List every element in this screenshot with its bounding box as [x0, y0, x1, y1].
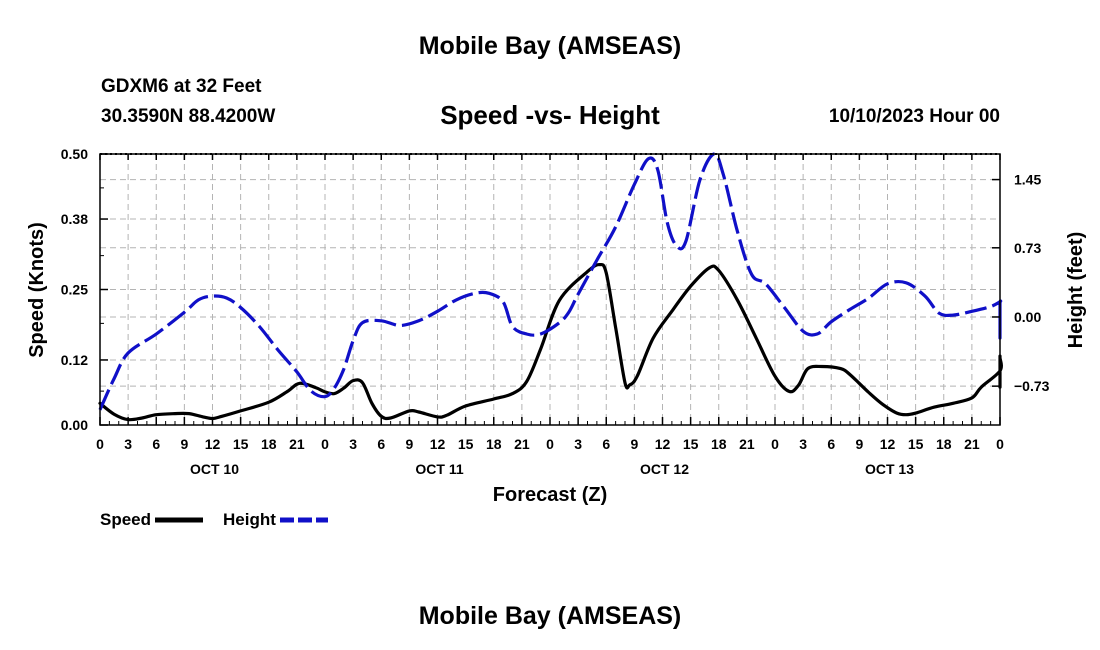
series-speed-line [98, 262, 1003, 422]
y-right-tick-label: −0.73 [1014, 378, 1050, 394]
x-tick-label: 21 [739, 436, 755, 452]
x-tick-label: 21 [289, 436, 305, 452]
x-tick-label: 3 [799, 436, 807, 452]
forecast-datetime: 10/10/2023 Hour 00 [828, 106, 1000, 127]
x-tick-label: 12 [880, 436, 896, 452]
y-left-tick-label: 0.25 [61, 282, 88, 298]
station-label: GDXM6 at 32 Feet [101, 76, 262, 97]
series-height-line [98, 152, 1003, 411]
x-tick-label: 0 [321, 436, 329, 452]
x-tick-label: 0 [996, 436, 1004, 452]
legend-height-swatch [279, 517, 328, 523]
x-tick-label: 6 [377, 436, 385, 452]
main-title: Mobile Bay (AMSEAS) [418, 32, 682, 60]
x-tick-label: 18 [261, 436, 277, 452]
x-tick-label: 9 [630, 436, 638, 452]
legend-height-label: Height [223, 510, 276, 529]
legend-speed-swatch [155, 517, 204, 523]
y-axis-left-title: Speed (Knots) [26, 222, 48, 358]
x-tick-label: 21 [964, 436, 980, 452]
x-day-label: OCT 10 [190, 461, 239, 477]
x-tick-label: 0 [771, 436, 779, 452]
x-tick-label: 0 [546, 436, 554, 452]
x-tick-label: 15 [908, 436, 924, 452]
x-tick-label: 9 [180, 436, 188, 452]
x-tick-label: 12 [655, 436, 671, 452]
x-tick-label: 3 [349, 436, 357, 452]
y-right-tick-label: 0.00 [1014, 309, 1041, 325]
x-tick-label: 6 [152, 436, 160, 452]
chart-subtitle: Speed -vs- Height [440, 100, 660, 130]
y-right-tick-label: 0.73 [1014, 240, 1041, 256]
x-tick-label: 15 [683, 436, 699, 452]
y-right-tick-label: 1.45 [1014, 172, 1041, 188]
x-tick-label: 6 [602, 436, 610, 452]
x-tick-label: 3 [124, 436, 132, 452]
coordinates-label: 30.3590N 88.4200W [101, 106, 276, 127]
x-tick-label: 18 [486, 436, 502, 452]
legend-speed-label: Speed [100, 510, 152, 529]
y-left-tick-label: 0.38 [61, 211, 88, 227]
x-tick-label: 15 [458, 436, 474, 452]
y-left-tick-label: 0.50 [61, 146, 88, 162]
x-tick-label: 9 [855, 436, 863, 452]
footer-title: Mobile Bay (AMSEAS) [418, 602, 682, 630]
x-tick-label: 21 [514, 436, 530, 452]
x-day-label: OCT 12 [640, 461, 689, 477]
x-tick-label: 18 [711, 436, 727, 452]
legend-speed: Speed [100, 510, 205, 530]
y-left-tick-label: 0.12 [61, 352, 88, 368]
x-tick-label: 6 [827, 436, 835, 452]
y-left-tick-label: 0.00 [61, 417, 88, 433]
x-tick-label: 18 [936, 436, 952, 452]
x-tick-label: 12 [205, 436, 221, 452]
x-tick-label: 9 [405, 436, 413, 452]
y-axis-right-title: Height (feet) [1065, 232, 1087, 349]
x-tick-label: 0 [96, 436, 104, 452]
x-axis-title: Forecast (Z) [493, 484, 607, 506]
x-tick-label: 3 [574, 436, 582, 452]
x-day-label: OCT 13 [865, 461, 914, 477]
x-tick-label: 15 [233, 436, 249, 452]
legend: Speed Height [100, 509, 348, 531]
x-tick-label: 12 [430, 436, 446, 452]
legend-height: Height [223, 510, 330, 530]
x-day-label: OCT 11 [415, 461, 463, 477]
